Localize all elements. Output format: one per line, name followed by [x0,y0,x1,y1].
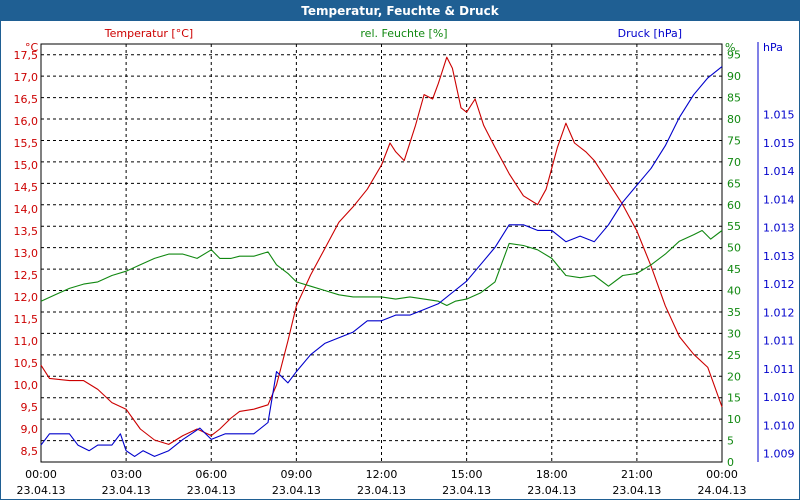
x-tick-time: 03:00 [110,468,142,481]
temperature-tick-label: 9,5 [21,401,39,414]
window-title: Temperatur, Feuchte & Druck [1,1,799,21]
pressure-tick-label: 1.010 [763,391,795,404]
pressure-tick-label: 1.012 [763,278,795,291]
temperature-tick-label: 14,0 [14,203,39,216]
humidity-tick-label: 80 [727,113,741,126]
pressure-tick-label: 1.011 [763,363,795,376]
temperature-tick-label: 10,5 [14,357,39,370]
humidity-tick-label: 50 [727,242,741,255]
humidity-unit: % [725,41,735,54]
humidity-tick-label: 90 [727,70,741,83]
x-tick-time: 18:00 [536,468,568,481]
temperature-series-line [40,56,723,445]
pressure-tick-label: 1.009 [763,448,795,461]
temperature-tick-label: 8,5 [21,445,39,458]
humidity-tick-label: 70 [727,156,741,169]
temperature-tick-label: 14,5 [14,181,39,194]
x-tick-date: 23.04.13 [17,484,66,497]
temperature-tick-label: 15,0 [14,159,39,172]
x-tick-date: 23.04.13 [442,484,491,497]
temperature-tick-label: 12,0 [14,291,39,304]
humidity-tick-label: 0 [727,456,734,469]
temperature-tick-label: 13,0 [14,247,39,260]
pressure-unit: hPa [763,41,783,54]
pressure-tick-label: 1.014 [763,165,795,178]
humidity-tick-label: 60 [727,199,741,212]
humidity-tick-label: 25 [727,349,741,362]
humidity-tick-label: 45 [727,263,741,276]
pressure-tick-label: 1.011 [763,335,795,348]
humidity-tick-label: 40 [727,285,741,298]
humidity-tick-label: 10 [727,413,741,426]
pressure-tick-label: 1.015 [763,137,795,150]
pressure-tick-label: 1.013 [763,222,795,235]
x-tick-time: 06:00 [195,468,227,481]
humidity-tick-label: 20 [727,370,741,383]
humidity-tick-label: 75 [727,134,741,147]
humidity-tick-label: 55 [727,220,741,233]
x-tick-date: 23.04.13 [102,484,151,497]
x-tick-date: 23.04.13 [527,484,576,497]
temperature-tick-label: 15,5 [14,137,39,150]
pressure-tick-label: 1.010 [763,419,795,432]
temperature-tick-label: 10,0 [14,379,39,392]
x-tick-date: 23.04.13 [357,484,406,497]
humidity-tick-label: 95 [727,49,741,62]
humidity-series-line [40,229,723,307]
x-tick-time: 15:00 [451,468,483,481]
temperature-unit: °C [25,41,39,54]
pressure-tick-label: 1.015 [763,109,795,122]
humidity-tick-label: 15 [727,392,741,405]
temperature-tick-label: 16,0 [14,115,39,128]
temperature-tick-label: 17,5 [14,49,39,62]
pressure-series-line [40,66,723,457]
pressure-axis-label: Druck [hPa] [618,27,682,40]
plot-frame [40,43,723,463]
humidity-tick-label: 30 [727,327,741,340]
x-tick-date: 23.04.13 [612,484,661,497]
x-tick-time: 00:00 [25,468,57,481]
pressure-tick-label: 1.014 [763,193,795,206]
humidity-axis-label: rel. Feuchte [%] [360,27,447,40]
temperature-tick-label: 9,0 [21,423,39,436]
temperature-tick-label: 13,5 [14,225,39,238]
pressure-tick-label: 1.012 [763,306,795,319]
humidity-tick-label: 65 [727,177,741,190]
x-tick-date: 23.04.13 [272,484,321,497]
humidity-tick-label: 35 [727,306,741,319]
x-tick-time: 00:00 [706,468,738,481]
temperature-tick-label: 17,0 [14,71,39,84]
x-tick-time: 09:00 [281,468,313,481]
temperature-tick-label: 16,5 [14,93,39,106]
chart-canvas: 00:00 23.04.13 03:00 23.04.13 06:00 23.04.13 0… [14,27,795,497]
temperature-tick-label: 11,0 [14,335,39,348]
humidity-tick-label: 85 [727,92,741,105]
temperature-tick-label: 11,5 [14,313,39,326]
x-tick-time: 12:00 [366,468,398,481]
pressure-tick-label: 1.013 [763,250,795,263]
humidity-tick-label: 5 [727,435,734,448]
x-tick-date: 24.04.13 [698,484,747,497]
temperature-tick-label: 12,5 [14,269,39,282]
x-tick-date: 23.04.13 [187,484,236,497]
temperature-axis-label: Temperatur [°C] [104,27,193,40]
x-tick-time: 21:00 [621,468,653,481]
